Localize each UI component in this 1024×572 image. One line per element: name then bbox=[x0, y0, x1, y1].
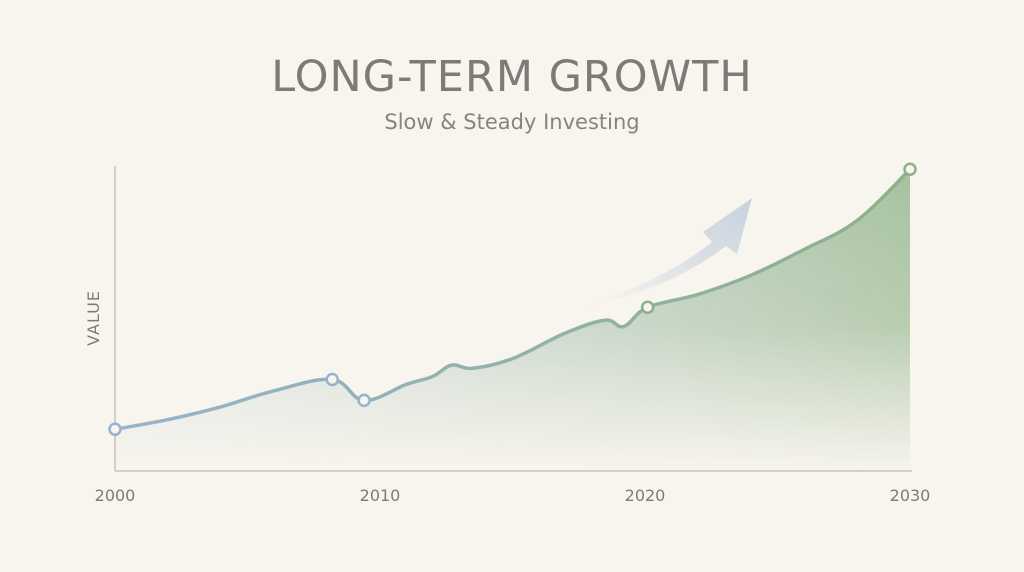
y-axis-label: VALUE bbox=[84, 290, 103, 346]
x-tick-label-0: 2000 bbox=[95, 486, 136, 505]
x-tick-label-3: 2030 bbox=[890, 486, 931, 505]
series-line bbox=[113, 167, 912, 432]
data-point-2 bbox=[357, 393, 371, 408]
data-point-0 bbox=[108, 422, 122, 437]
data-point-3 bbox=[640, 300, 655, 315]
area-fill bbox=[115, 169, 910, 472]
data-point-4 bbox=[903, 162, 917, 177]
x-tick-label-2: 2020 bbox=[625, 486, 666, 505]
chart-subtitle: Slow & Steady Investing bbox=[384, 110, 640, 134]
data-point-1 bbox=[325, 372, 340, 387]
x-tick-label-1: 2010 bbox=[360, 486, 401, 505]
chart-title: LONG-TERM GROWTH bbox=[271, 52, 753, 102]
